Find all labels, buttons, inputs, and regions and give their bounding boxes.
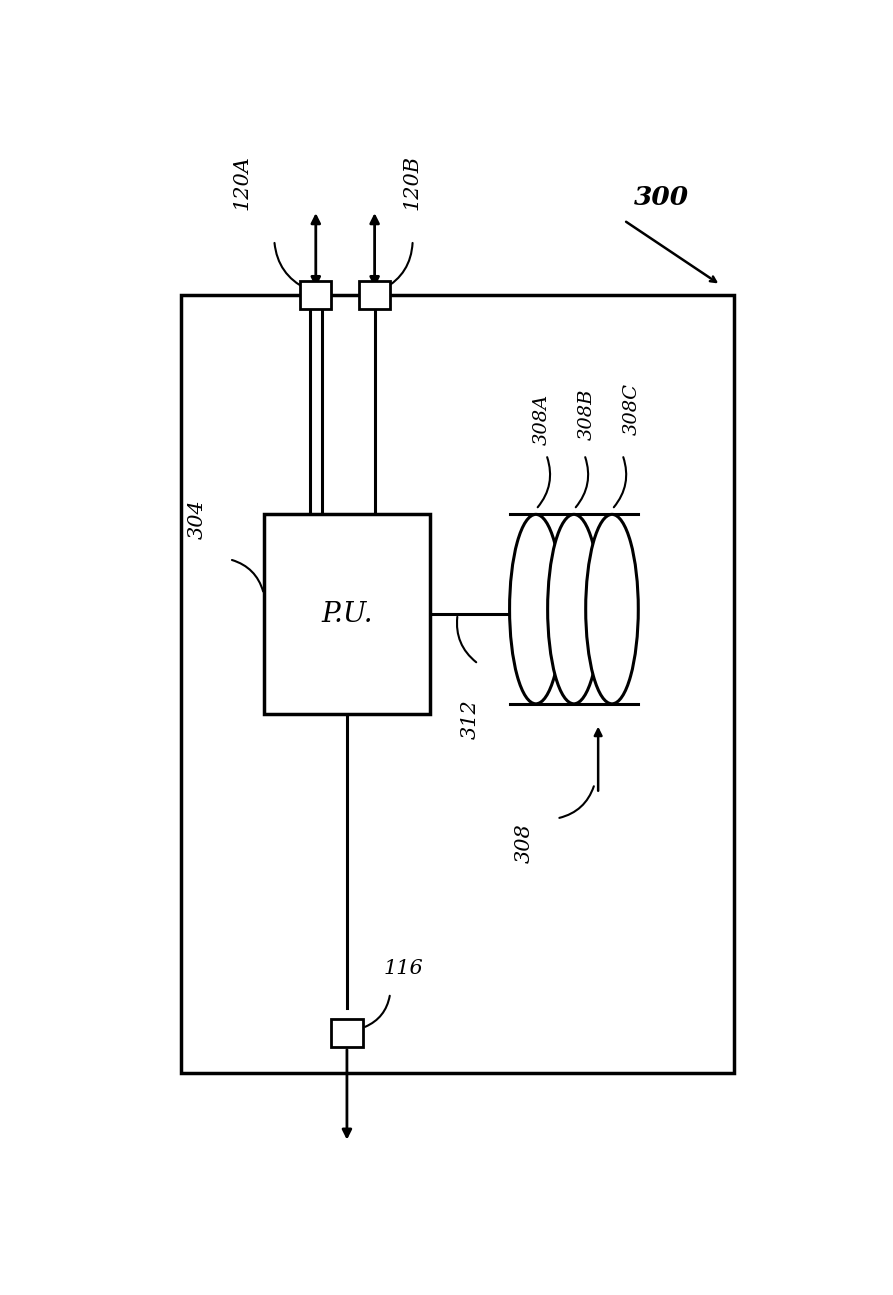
- Text: 312: 312: [461, 699, 480, 738]
- Text: 304: 304: [188, 500, 207, 539]
- Ellipse shape: [586, 514, 638, 704]
- Bar: [180, 295, 735, 1072]
- Bar: [359, 281, 390, 310]
- Bar: [300, 281, 331, 310]
- Text: 308B: 308B: [578, 388, 596, 439]
- Bar: [264, 514, 430, 714]
- Text: 308A: 308A: [532, 394, 550, 444]
- Text: 308C: 308C: [622, 382, 640, 435]
- Text: 120A: 120A: [233, 155, 252, 210]
- Ellipse shape: [547, 514, 600, 704]
- Bar: [331, 1019, 363, 1046]
- Text: 300: 300: [634, 185, 689, 210]
- Text: P.U.: P.U.: [321, 601, 372, 628]
- Ellipse shape: [510, 514, 563, 704]
- Text: 120B: 120B: [402, 155, 421, 210]
- Text: 116: 116: [383, 960, 423, 978]
- Text: 308: 308: [515, 824, 534, 864]
